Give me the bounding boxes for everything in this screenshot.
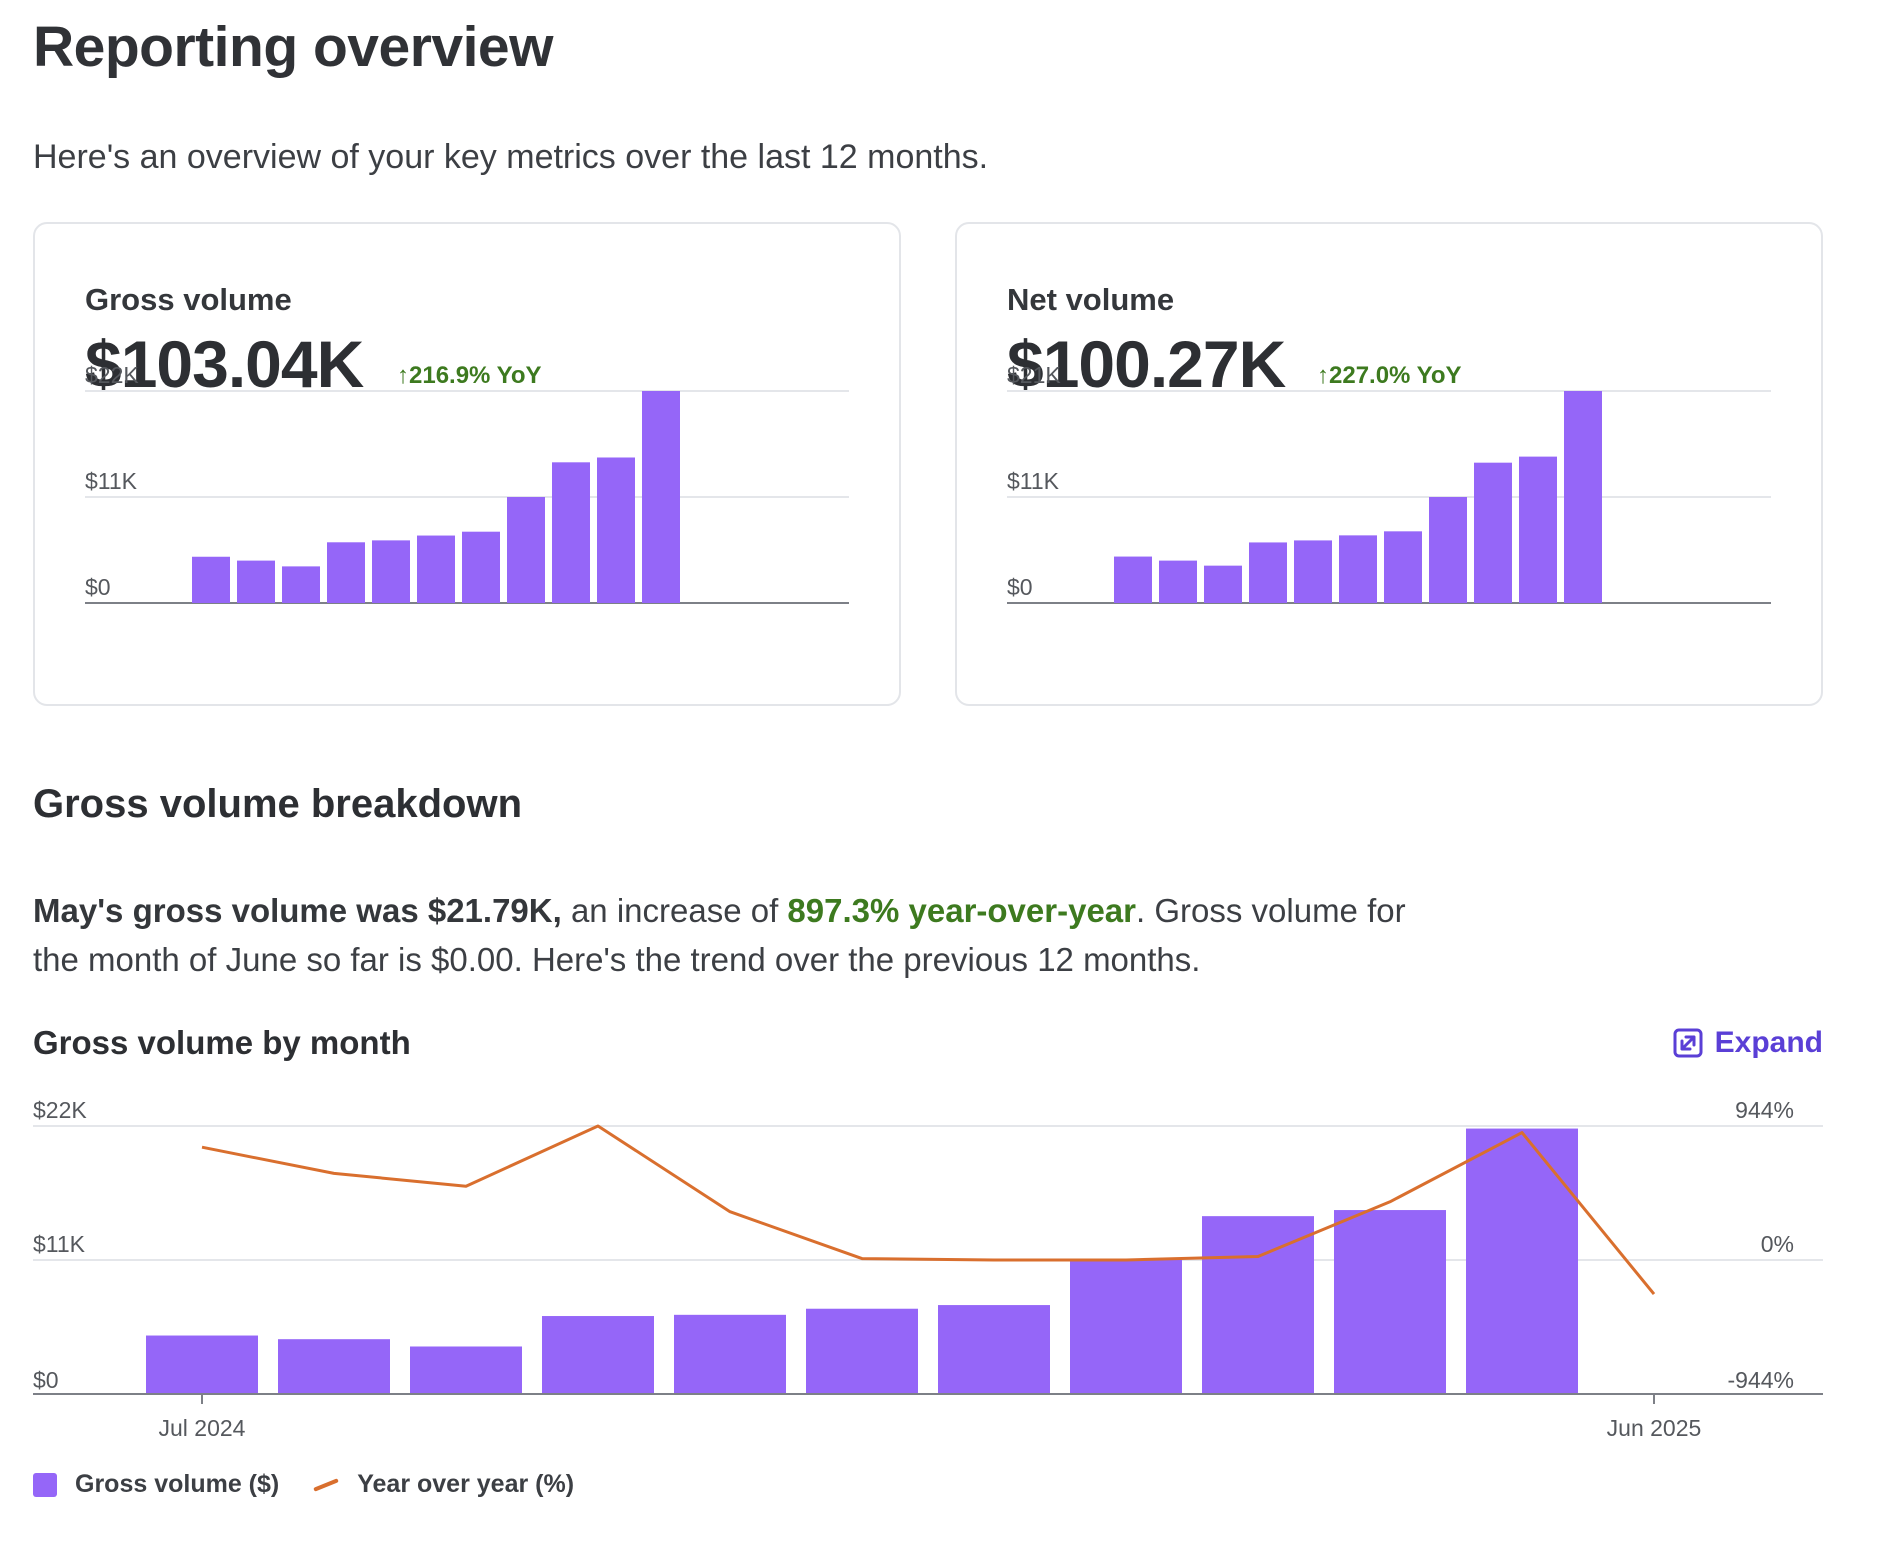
gross-volume-bar[interactable] xyxy=(1070,1260,1182,1394)
card-bar[interactable] xyxy=(417,535,455,603)
card-bar[interactable] xyxy=(327,542,365,603)
main-bars xyxy=(146,1128,1578,1394)
legend-swatch xyxy=(33,1472,57,1497)
card-yoy-badge: ↑216.9% YoY xyxy=(397,362,542,389)
y-left-tick-label: $11K xyxy=(33,1231,86,1257)
card-label: Gross volume xyxy=(85,282,292,317)
card-bar[interactable] xyxy=(192,556,230,603)
gross-volume-bar[interactable] xyxy=(1334,1210,1446,1394)
gross-volume-bar[interactable] xyxy=(542,1316,654,1394)
summary-text: . Gross volume for the month of June so … xyxy=(33,892,1406,978)
card-yoy-badge: ↑227.0% YoY xyxy=(1317,362,1462,389)
legend-item-year-over-year[interactable]: Year over year (%) xyxy=(313,1470,574,1499)
legend-label: Year over year (%) xyxy=(357,1470,575,1498)
breakdown-summary: May's gross volume was $21.79K, an incre… xyxy=(33,886,1453,984)
section-title: Gross volume breakdown xyxy=(33,782,523,826)
card-bar[interactable] xyxy=(1159,560,1197,603)
card-bar[interactable] xyxy=(1294,540,1332,603)
y-tick-label: $0 xyxy=(85,574,111,600)
card-value: $100.27K xyxy=(1007,327,1286,401)
card-bar-chart: $21K $11K $0 xyxy=(1007,362,1771,604)
y-left-tick-label: $22K xyxy=(33,1097,87,1123)
card-bar[interactable] xyxy=(237,560,275,603)
expand-icon xyxy=(1673,1028,1703,1058)
card-bar[interactable] xyxy=(507,497,545,603)
y-tick-label: $21K xyxy=(1007,362,1061,388)
summary-yoy-highlight: 897.3% year-over-year xyxy=(787,892,1137,929)
card-bar[interactable] xyxy=(552,462,590,603)
y-right-tick-label: -944% xyxy=(1728,1367,1794,1393)
gross-volume-bar[interactable] xyxy=(1202,1216,1314,1394)
card-bar[interactable] xyxy=(372,540,410,603)
y-tick-label: $11K xyxy=(1007,468,1060,494)
card-bars xyxy=(1114,391,1602,603)
legend-item-gross-volume[interactable]: Gross volume ($) xyxy=(33,1470,279,1499)
expand-button[interactable]: Expand xyxy=(1673,1026,1823,1060)
y-tick-label: $22K xyxy=(85,362,139,388)
card-bar[interactable] xyxy=(1114,556,1152,603)
card-bar[interactable] xyxy=(597,457,635,603)
card-bar[interactable] xyxy=(282,566,320,603)
page-subtitle: Here's an overview of your key metrics o… xyxy=(33,138,989,176)
gross-volume-bar[interactable] xyxy=(410,1346,522,1394)
x-tick-label: Jul 2024 xyxy=(159,1415,246,1441)
y-tick-label: $0 xyxy=(1007,574,1033,600)
y-tick-label: $11K xyxy=(85,468,138,494)
legend-line-marker xyxy=(313,1477,340,1492)
x-tick-label: Jun 2025 xyxy=(1607,1415,1702,1441)
card-bar[interactable] xyxy=(462,531,500,603)
gross-volume-card[interactable]: Gross volume $103.04K ↑216.9% YoY $22K $… xyxy=(33,222,901,706)
card-bar[interactable] xyxy=(1564,391,1602,603)
legend-label: Gross volume ($) xyxy=(75,1470,280,1498)
card-bar[interactable] xyxy=(1339,535,1377,603)
gross-volume-bar[interactable] xyxy=(146,1335,258,1394)
chart-title: Gross volume by month xyxy=(33,1024,411,1061)
card-bar[interactable] xyxy=(1384,531,1422,603)
chart-legend: Gross volume ($) Year over year (%) xyxy=(33,1470,574,1499)
gross-volume-bar[interactable] xyxy=(1466,1128,1578,1394)
gross-volume-bar[interactable] xyxy=(674,1314,786,1394)
summary-highlight: May's gross volume was $21.79K, xyxy=(33,892,562,929)
card-label: Net volume xyxy=(1007,282,1175,317)
card-bar[interactable] xyxy=(1249,542,1287,603)
card-bar-chart: $22K $11K $0 xyxy=(85,362,849,604)
card-bar[interactable] xyxy=(1474,462,1512,603)
net-volume-card[interactable]: Net volume $100.27K ↑227.0% YoY $21K $11… xyxy=(955,222,1823,706)
y-left-tick-label: $0 xyxy=(33,1367,59,1393)
card-value: $103.04K xyxy=(85,327,364,401)
card-bar[interactable] xyxy=(1204,565,1242,603)
page-title: Reporting overview xyxy=(33,15,553,79)
card-bar[interactable] xyxy=(1519,456,1557,603)
card-bar[interactable] xyxy=(1429,497,1467,603)
gross-volume-bar[interactable] xyxy=(278,1339,390,1394)
gross-volume-bar[interactable] xyxy=(806,1308,918,1394)
card-bars xyxy=(192,391,680,603)
card-bar[interactable] xyxy=(642,391,680,603)
gross-volume-bar[interactable] xyxy=(938,1305,1050,1394)
yoy-line xyxy=(201,1124,1656,1296)
gross-volume-by-month-chart: $22K $11K $0 944% 0% -944% Jul 2024 Jun … xyxy=(33,1097,1823,1441)
expand-label: Expand xyxy=(1714,1026,1823,1059)
summary-text: an increase of xyxy=(561,892,788,929)
y-right-tick-label: 0% xyxy=(1761,1231,1794,1257)
y-right-tick-label: 944% xyxy=(1735,1097,1794,1123)
